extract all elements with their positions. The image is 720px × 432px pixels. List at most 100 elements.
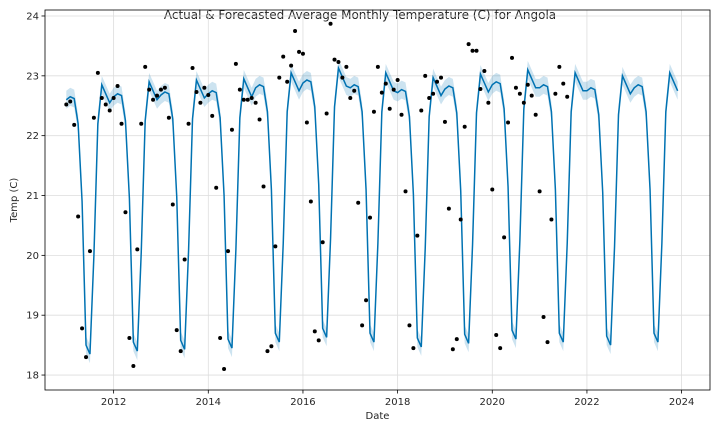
actual-data-point: [111, 95, 116, 100]
actual-data-point: [383, 81, 388, 86]
actual-data-point: [494, 332, 499, 337]
actual-data-point: [403, 189, 408, 194]
x-tick-label: 2014: [196, 397, 221, 408]
actual-data-point: [115, 84, 120, 88]
actual-data-point: [218, 335, 223, 340]
actual-data-point: [64, 102, 69, 107]
actual-data-point: [371, 109, 376, 114]
actual-data-point: [166, 115, 171, 120]
actual-data-point: [561, 81, 566, 86]
y-tick-label: 23: [26, 71, 39, 82]
actual-data-point: [135, 247, 140, 252]
actual-data-point: [198, 100, 203, 105]
actual-data-point: [265, 349, 270, 354]
actual-data-point: [143, 64, 148, 69]
actual-data-point: [123, 210, 128, 215]
actual-data-point: [332, 57, 337, 62]
actual-data-point: [304, 120, 309, 125]
actual-data-point: [482, 69, 487, 74]
actual-data-point: [470, 48, 475, 53]
actual-data-point: [293, 28, 298, 33]
actual-data-point: [72, 122, 77, 127]
y-axis-title: Temp (C): [9, 178, 20, 224]
actual-data-point: [186, 121, 191, 126]
actual-data-point: [411, 346, 416, 351]
actual-data-point: [557, 64, 562, 69]
actual-data-point: [127, 335, 132, 340]
actual-data-point: [226, 249, 231, 254]
actual-data-point: [162, 85, 167, 90]
forecast-line: [65, 65, 679, 355]
actual-data-point: [340, 75, 345, 80]
actual-data-point: [506, 120, 511, 125]
actual-data-point: [521, 100, 526, 105]
actual-data-point: [391, 87, 396, 92]
actual-data-point: [107, 108, 112, 113]
actual-data-point: [210, 113, 215, 118]
plot-area-frame: [44, 9, 711, 391]
actual-data-point: [439, 75, 444, 80]
x-tick-label: 2020: [480, 397, 505, 408]
actual-data-point: [324, 111, 329, 116]
actual-data-point: [375, 64, 380, 69]
actual-data-point: [95, 70, 100, 75]
actual-data-point: [525, 82, 530, 87]
actual-data-point: [502, 235, 507, 240]
actual-data-point: [206, 92, 211, 97]
actual-data-point: [395, 78, 400, 83]
y-tick-label: 22: [26, 131, 39, 142]
actual-data-point: [328, 21, 333, 26]
actual-data-point: [435, 79, 440, 84]
actual-data-point: [565, 94, 570, 99]
actual-data-point: [533, 112, 538, 117]
actual-data-point: [151, 97, 156, 102]
actual-data-point: [182, 257, 187, 262]
actual-data-point: [407, 323, 412, 328]
actual-data-point: [399, 112, 404, 117]
actual-data-point: [281, 54, 286, 59]
chart-title: Actual & Forecasted Average Monthly Temp…: [164, 8, 556, 22]
actual-data-point: [84, 355, 89, 360]
actual-data-point: [356, 200, 361, 205]
actual-data-point: [316, 338, 321, 343]
actual-data-point: [139, 121, 144, 126]
actual-data-point: [545, 340, 550, 345]
actual-data-point: [498, 346, 503, 351]
x-axis-title: Date: [366, 411, 390, 422]
actual-data-point: [99, 95, 104, 100]
y-axis-ticks: 18 19 20 21 22 23 24: [26, 11, 45, 382]
actual-data-point: [553, 91, 558, 96]
actual-data-point: [336, 60, 341, 65]
actual-data-point: [454, 337, 459, 342]
actual-data-point: [76, 214, 81, 219]
actual-data-point: [478, 86, 483, 91]
actual-data-point: [387, 106, 392, 111]
actual-data-point: [368, 215, 373, 220]
actual-data-point: [158, 87, 163, 92]
actual-data-point: [537, 189, 542, 194]
actual-data-point: [513, 85, 518, 90]
actual-data-point: [233, 61, 238, 66]
actual-data-point: [174, 328, 179, 333]
actual-data-point: [462, 124, 467, 129]
y-tick-label: 21: [26, 191, 39, 202]
actual-data-point: [273, 244, 278, 249]
actual-data-point: [379, 90, 384, 95]
actual-data-point: [261, 184, 266, 189]
actual-data-point: [277, 75, 282, 80]
actual-data-point: [202, 85, 207, 90]
actual-data-point: [466, 42, 471, 47]
actual-data-point: [131, 364, 136, 369]
actual-data-point: [155, 93, 160, 98]
actual-data-point: [297, 49, 302, 54]
actual-data-point: [517, 91, 522, 96]
actual-data-point: [348, 95, 353, 100]
x-tick-label: 2024: [669, 397, 694, 408]
actual-data-point: [119, 121, 124, 126]
actual-data-point: [423, 73, 428, 78]
actual-data-point: [68, 99, 73, 104]
actual-data-point: [431, 91, 436, 96]
actual-data-point: [241, 97, 246, 102]
actual-data-point: [87, 249, 92, 254]
